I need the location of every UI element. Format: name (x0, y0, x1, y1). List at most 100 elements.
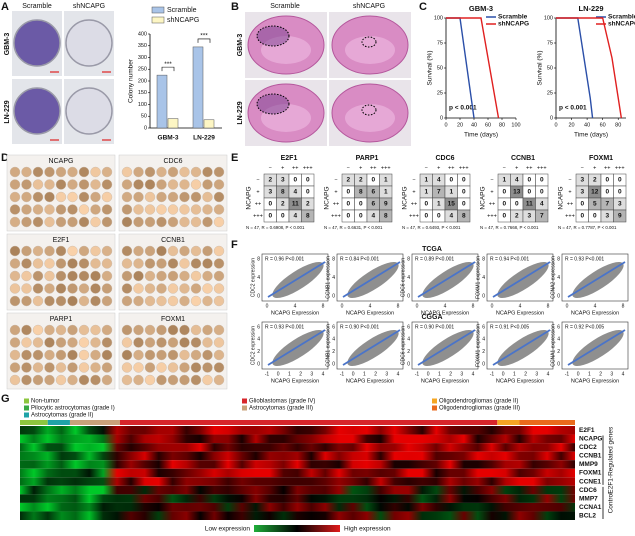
tissue-core (67, 245, 78, 257)
column-header: − (269, 165, 272, 171)
chart-title: LN-229 (578, 4, 603, 13)
tissue-core (21, 258, 32, 269)
x-tick-label: 3 (310, 371, 313, 377)
p-value: p < 0.001 (559, 105, 587, 112)
legend-label: Non-tumor (31, 399, 59, 405)
x-tick-label: 8 (397, 303, 400, 309)
tissue-core (90, 166, 101, 178)
tissue-core (101, 362, 113, 373)
tissue-core (179, 295, 190, 307)
tissue-core (101, 295, 113, 307)
correlation-stat: R = 0.90 P<0.001 (415, 324, 454, 330)
tissue-core (121, 349, 133, 361)
cell-value: 0 (281, 213, 285, 220)
y-tick-label: 350 (138, 43, 147, 49)
tissue-core (67, 362, 78, 373)
tissue-core (55, 362, 67, 373)
class-bar (69, 420, 120, 425)
y-tick-label: 25 (547, 90, 553, 96)
tissue-core (213, 216, 225, 228)
tissue-core (121, 270, 133, 282)
legend-swatch (24, 405, 29, 411)
tissue-core (90, 245, 101, 257)
fit-line (267, 261, 326, 298)
heatmap-row (20, 460, 575, 469)
row-header: ++ (411, 201, 417, 207)
tissue-core (179, 179, 190, 190)
tissue-core (9, 216, 21, 228)
column-header: + (281, 165, 284, 171)
row-header: − (412, 177, 415, 183)
table-stats: N = 47, R = 0.6908, P < 0.001 (246, 225, 305, 230)
tissue-core (179, 283, 190, 294)
row-title: NCAPG (402, 186, 409, 209)
column-header: +++ (459, 165, 469, 171)
tissue-core (190, 337, 202, 348)
heatmap-row (20, 468, 575, 478)
correlation-stat: R = 0.84 P<0.001 (340, 256, 379, 262)
cell-value: 0 (268, 213, 272, 220)
tissue-core (21, 179, 32, 190)
legend-swatch (24, 398, 29, 404)
column-header: ++ (292, 165, 298, 171)
scale-label: High expression (344, 526, 391, 533)
tissue-core (202, 349, 213, 361)
cell-value: 0 (527, 177, 531, 184)
tissue-core (78, 270, 90, 282)
table-stats: N = 47, R = 0.7668, P < 0.001 (480, 225, 539, 230)
row-header: ++ (333, 201, 339, 207)
y-axis-label: CCNA2 expression (550, 256, 556, 299)
x-tick-label: 2 (524, 371, 527, 377)
row-header: + (334, 189, 337, 195)
x-tick-label: 8 (322, 303, 325, 309)
y-tick-label: 150 (138, 90, 147, 96)
tissue-core (167, 191, 179, 203)
row-label: LN-229 (4, 100, 11, 123)
x-tick-label: 40 (584, 122, 590, 128)
legend-swatch (242, 398, 247, 404)
y-tick-label: 8 (332, 256, 335, 262)
y-axis-label: CCNB1 expression (325, 256, 331, 299)
tissue-core (32, 295, 44, 307)
row-title: NCAPG (480, 186, 487, 209)
tissue-core (167, 324, 179, 336)
tissue-core (21, 362, 32, 373)
x-tick-label: 80 (499, 122, 505, 128)
legend-swatch (151, 6, 165, 14)
y-tick-label: 4 (332, 275, 335, 281)
legend-label: Scramble (167, 7, 197, 14)
correlation-stat: R = 0.93 P<0.001 (565, 256, 604, 262)
stain-label: NCAPG (49, 158, 74, 165)
x-tick-label: 4 (622, 371, 625, 377)
y-tick-label: 8 (257, 256, 260, 262)
cell-value: 0 (605, 177, 609, 184)
significance: *** (164, 61, 172, 68)
y-tick-label: 0 (550, 115, 553, 121)
x-tick-label: 1 (438, 371, 441, 377)
tissue-core (190, 216, 202, 228)
y-tick-label: 50 (437, 65, 443, 71)
tissue-core (90, 258, 101, 269)
tissue-core (213, 245, 225, 257)
cell-value: 7 (437, 189, 441, 196)
tissue-core (190, 349, 202, 361)
brain-inner (345, 104, 395, 132)
scale-label: Low expression (205, 526, 251, 533)
legend-label: Scramble (608, 14, 635, 21)
tissue-core (133, 270, 144, 282)
cell-value: 0 (293, 177, 297, 184)
row-header: +++ (253, 213, 263, 219)
legend-swatch (432, 398, 437, 404)
x-axis-label: NCAPG Expression (496, 310, 544, 316)
table-cell (535, 209, 549, 223)
tissue-core (190, 204, 202, 215)
tumor-outline (256, 25, 290, 47)
x-axis-label: NCAPG Expression (421, 378, 469, 384)
x-tick-label: -1 (265, 371, 270, 377)
cell-value: 0 (527, 189, 531, 196)
tissue-core (90, 337, 101, 348)
tissue-core (90, 374, 101, 386)
y-tick-label: 6 (332, 324, 335, 330)
column-header: − (425, 165, 428, 171)
column-header: +++ (381, 165, 391, 171)
